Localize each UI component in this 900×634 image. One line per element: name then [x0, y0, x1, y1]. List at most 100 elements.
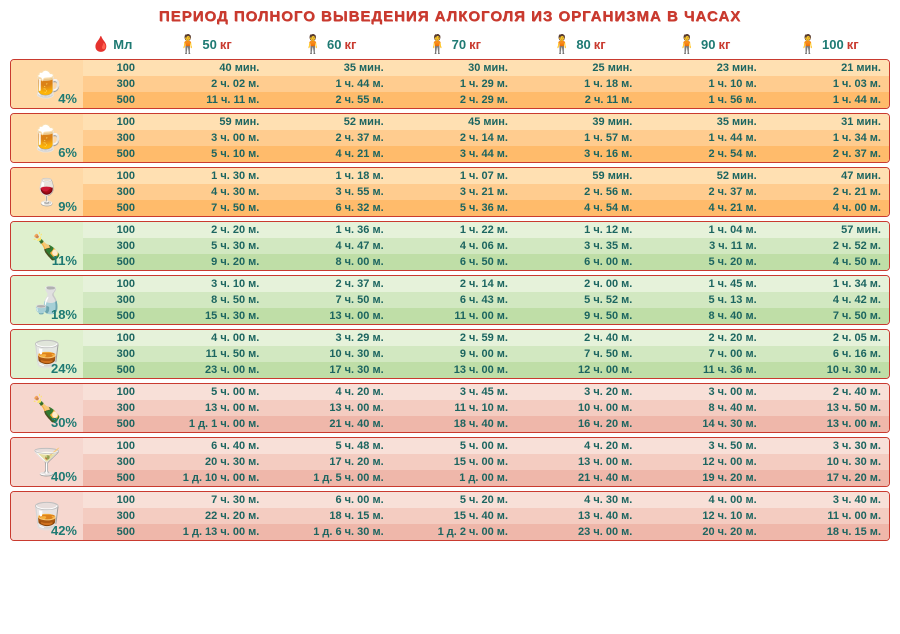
time-value-cell: 4 ч. 50 м.	[765, 254, 889, 270]
volume-cell: 500	[83, 200, 143, 216]
time-value-cell: 2 ч. 14 м.	[392, 276, 516, 292]
alcohol-percent: 6%	[58, 146, 77, 159]
alcohol-percent: 18%	[51, 308, 77, 321]
drink-icon-cell: 🥃42%	[11, 492, 83, 540]
time-value-cell: 4 ч. 00 м.	[640, 492, 764, 508]
time-value-cell: 1 ч. 34 м.	[765, 276, 889, 292]
volume-cell: 300	[83, 238, 143, 254]
time-value-cell: 2 ч. 29 м.	[392, 92, 516, 108]
time-value-cell: 1 д. 10 ч. 00 м.	[143, 470, 267, 486]
time-value-cell: 3 ч. 30 м.	[765, 438, 889, 454]
time-value-cell: 4 ч. 20 м.	[516, 438, 640, 454]
volume-cell: 100	[83, 276, 143, 292]
time-value-cell: 5 ч. 30 м.	[143, 238, 267, 254]
drink-icon-cell: 🥃24%	[11, 330, 83, 378]
time-value-cell: 3 ч. 00 м.	[640, 384, 764, 400]
time-value-cell: 22 ч. 20 м.	[143, 508, 267, 524]
time-value-cell: 2 ч. 54 м.	[640, 146, 764, 162]
time-value-cell: 1 ч. 30 м.	[143, 168, 267, 184]
time-value-cell: 1 ч. 44 м.	[267, 76, 391, 92]
time-value-cell: 2 ч. 37 м.	[640, 184, 764, 200]
drink-icon-cell: 🍺6%	[11, 114, 83, 162]
time-value-cell: 11 ч. 11 м.	[143, 92, 267, 108]
kg-suffix: кг	[718, 37, 730, 52]
time-value-cell: 30 мин.	[392, 60, 516, 76]
time-value-cell: 4 ч. 21 м.	[267, 146, 391, 162]
kg-suffix: кг	[469, 37, 481, 52]
time-value-cell: 21 мин.	[765, 60, 889, 76]
time-value-cell: 4 ч. 21 м.	[640, 200, 764, 216]
weight-column-header: 🧍70 кг	[391, 35, 516, 53]
time-value-cell: 35 мин.	[267, 60, 391, 76]
time-value-cell: 45 мин.	[392, 114, 516, 130]
time-value-cell: 21 ч. 40 м.	[516, 470, 640, 486]
volume-cell: 300	[83, 508, 143, 524]
time-value-cell: 5 ч. 13 м.	[640, 292, 764, 308]
volume-cell: 100	[83, 438, 143, 454]
alcohol-percent: 9%	[58, 200, 77, 213]
time-value-cell: 3 ч. 55 м.	[267, 184, 391, 200]
alcohol-percent: 11%	[52, 254, 77, 267]
time-value-cell: 7 ч. 50 м.	[267, 292, 391, 308]
time-value-cell: 6 ч. 00 м.	[267, 492, 391, 508]
volume-cell: 300	[83, 76, 143, 92]
time-value-cell: 10 ч. 00 м.	[516, 400, 640, 416]
time-value-cell: 17 ч. 30 м.	[267, 362, 391, 378]
alcohol-group: 🍺4%10040 мин.35 мин.30 мин.25 мин.23 мин…	[10, 59, 890, 109]
time-value-cell: 1 д. 6 ч. 30 м.	[267, 524, 391, 540]
time-value-cell: 57 мин.	[765, 222, 889, 238]
alcohol-percent: 30%	[51, 416, 77, 429]
time-value-cell: 8 ч. 40 м.	[640, 400, 764, 416]
time-value-cell: 1 ч. 04 м.	[640, 222, 764, 238]
person-icon: 🧍	[797, 35, 819, 53]
volume-cell: 100	[83, 330, 143, 346]
time-value-cell: 2 ч. 40 м.	[765, 384, 889, 400]
time-value-cell: 13 ч. 00 м.	[516, 454, 640, 470]
time-value-cell: 4 ч. 20 м.	[267, 384, 391, 400]
time-value-cell: 13 ч. 50 м.	[765, 400, 889, 416]
time-value-cell: 35 мин.	[640, 114, 764, 130]
time-value-cell: 18 ч. 40 м.	[392, 416, 516, 432]
weight-column-header: 🧍50 кг	[142, 35, 267, 53]
time-value-cell: 1 ч. 56 м.	[640, 92, 764, 108]
time-value-cell: 17 ч. 20 м.	[765, 470, 889, 486]
time-value-cell: 9 ч. 20 м.	[143, 254, 267, 270]
time-value-cell: 21 ч. 40 м.	[267, 416, 391, 432]
time-value-cell: 16 ч. 20 м.	[516, 416, 640, 432]
weight-column-header: 🧍100 кг	[765, 35, 890, 53]
time-value-cell: 11 ч. 10 м.	[392, 400, 516, 416]
alcohol-group: 🥃24%1004 ч. 00 м.3 ч. 29 м.2 ч. 59 м.2 ч…	[10, 329, 890, 379]
time-value-cell: 6 ч. 16 м.	[765, 346, 889, 362]
time-value-cell: 12 ч. 10 м.	[640, 508, 764, 524]
weight-value: 60	[327, 37, 341, 52]
weight-column-header: 🧍90 кг	[641, 35, 766, 53]
time-value-cell: 3 ч. 50 м.	[640, 438, 764, 454]
time-value-cell: 1 ч. 57 м.	[516, 130, 640, 146]
weight-value: 90	[701, 37, 715, 52]
volume-cell: 100	[83, 222, 143, 238]
volume-cell: 300	[83, 184, 143, 200]
person-icon: 🧍	[551, 35, 573, 53]
time-value-cell: 23 мин.	[640, 60, 764, 76]
time-value-cell: 1 д. 00 м.	[392, 470, 516, 486]
time-value-cell: 2 ч. 02 м.	[143, 76, 267, 92]
weight-value: 70	[452, 37, 466, 52]
time-value-cell: 17 ч. 20 м.	[267, 454, 391, 470]
time-value-cell: 4 ч. 00 м.	[143, 330, 267, 346]
time-value-cell: 14 ч. 30 м.	[640, 416, 764, 432]
time-value-cell: 1 ч. 45 м.	[640, 276, 764, 292]
drink-icon-cell: 🍾30%	[11, 384, 83, 432]
time-value-cell: 4 ч. 30 м.	[516, 492, 640, 508]
drink-icon-cell: 🍶18%	[11, 276, 83, 324]
weight-column-header: 🧍80 кг	[516, 35, 641, 53]
time-value-cell: 2 ч. 05 м.	[765, 330, 889, 346]
time-value-cell: 11 ч. 00 м.	[765, 508, 889, 524]
person-icon: 🧍	[676, 35, 698, 53]
volume-cell: 500	[83, 524, 143, 540]
time-value-cell: 2 ч. 21 м.	[765, 184, 889, 200]
time-value-cell: 52 мин.	[640, 168, 764, 184]
time-value-cell: 2 ч. 37 м.	[765, 146, 889, 162]
time-value-cell: 2 ч. 59 м.	[392, 330, 516, 346]
time-value-cell: 2 ч. 14 м.	[392, 130, 516, 146]
time-value-cell: 18 ч. 15 м.	[267, 508, 391, 524]
